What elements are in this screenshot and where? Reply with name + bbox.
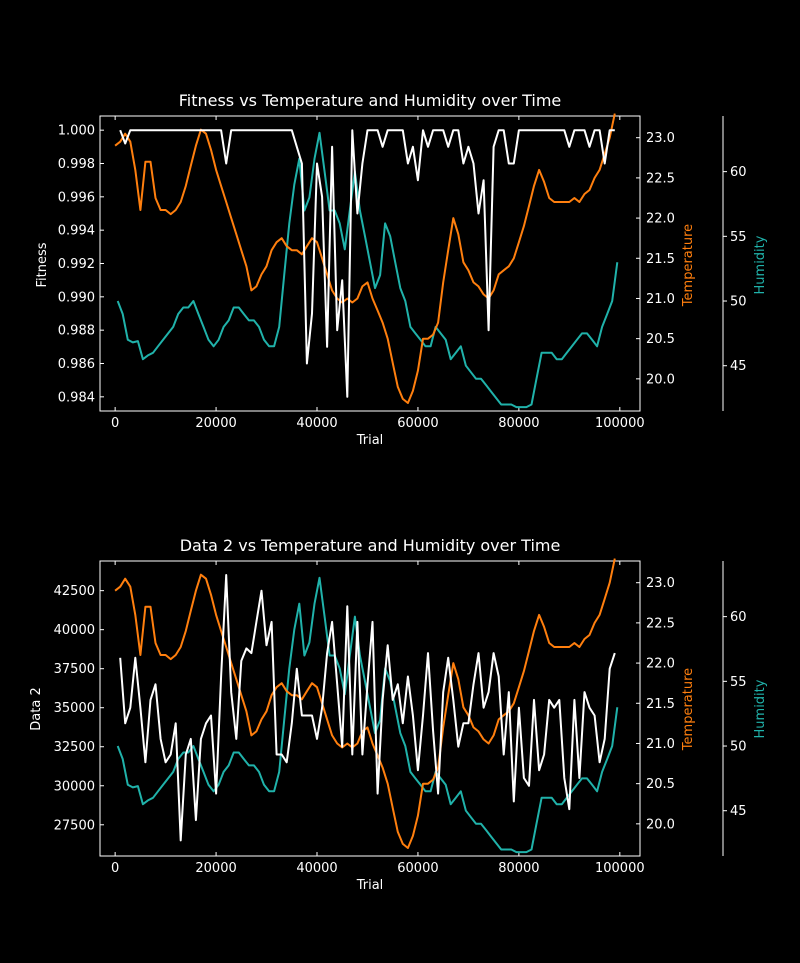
temperature-tick-label: 22.5	[646, 616, 675, 631]
humidity-tick-label: 60	[730, 610, 747, 625]
x-tick-label: 80000	[498, 416, 539, 431]
x-tick-label: 80000	[498, 861, 539, 876]
plot-frame	[99, 560, 641, 857]
temperature-axis-label: Temperature	[681, 224, 696, 307]
temperature-tick-label: 21.0	[646, 292, 675, 307]
y-tick-label: 40000	[54, 623, 95, 638]
x-tick-label: 60000	[397, 416, 438, 431]
temperature-tick-label: 21.5	[646, 697, 675, 712]
temperature-tick-label: 21.0	[646, 737, 675, 752]
humidity-tick-label: 45	[730, 359, 747, 374]
humidity-tick-label: 45	[730, 804, 747, 819]
y-axis-label: Data 2	[29, 687, 44, 730]
humidity-series-line	[116, 131, 619, 409]
temperature-tick-label: 20.0	[646, 817, 675, 832]
humidity-tick-label: 50	[730, 740, 747, 755]
x-tick-label: 40000	[296, 416, 337, 431]
y-tick-label: 0.996	[58, 190, 95, 205]
y-tick-label: 0.992	[58, 257, 95, 272]
temperature-tick-label: 20.0	[646, 372, 675, 387]
y-tick-label: 0.998	[58, 157, 95, 172]
x-tick-label: 20000	[195, 861, 236, 876]
humidity-series-line	[116, 576, 619, 854]
humidity-tick-label: 50	[730, 295, 747, 310]
x-tick-label: 0	[111, 416, 119, 431]
x-tick-label: 20000	[195, 416, 236, 431]
y-tick-label: 0.988	[58, 324, 95, 339]
fitness-chart-panel: Fitness vs Temperature and Humidity over…	[35, 91, 768, 448]
y-tick-label: 32500	[54, 740, 95, 755]
temperature-tick-label: 23.0	[646, 131, 675, 146]
humidity-tick-label: 55	[730, 675, 747, 690]
x-tick-label: 100000	[595, 861, 645, 876]
y-tick-label: 0.986	[58, 357, 95, 372]
temperature-tick-label: 21.5	[646, 252, 675, 267]
data-series-line	[119, 574, 616, 842]
x-axis-label: Trial	[356, 433, 384, 448]
y-tick-label: 42500	[54, 584, 95, 599]
humidity-tick-label: 60	[730, 165, 747, 180]
humidity-axis-label: Humidity	[753, 679, 768, 738]
chart-title: Data 2 vs Temperature and Humidity over …	[180, 536, 561, 555]
x-tick-label: 0	[111, 861, 119, 876]
x-tick-label: 100000	[595, 416, 645, 431]
chart-title: Fitness vs Temperature and Humidity over…	[179, 91, 562, 110]
y-tick-label: 0.994	[58, 224, 95, 239]
y-axis-label: Fitness	[35, 242, 50, 287]
humidity-tick-label: 55	[730, 230, 747, 245]
data2-chart-panel: Data 2 vs Temperature and Humidity over …	[29, 536, 768, 893]
temperature-tick-label: 22.0	[646, 657, 675, 672]
y-tick-label: 27500	[54, 818, 95, 833]
temperature-tick-label: 22.0	[646, 212, 675, 227]
y-tick-label: 35000	[54, 701, 95, 716]
x-tick-label: 60000	[397, 861, 438, 876]
temperature-tick-label: 20.5	[646, 777, 675, 792]
x-tick-label: 40000	[296, 861, 337, 876]
y-tick-label: 1.000	[58, 124, 95, 139]
temperature-series-line	[114, 113, 616, 404]
y-tick-label: 0.990	[58, 290, 95, 305]
y-tick-label: 0.984	[58, 390, 95, 405]
temperature-tick-label: 20.5	[646, 332, 675, 347]
temperature-axis-label: Temperature	[681, 668, 696, 751]
humidity-axis-label: Humidity	[753, 235, 768, 294]
x-axis-label: Trial	[356, 878, 384, 893]
data-series-line	[119, 129, 615, 398]
temperature-tick-label: 23.0	[646, 576, 675, 591]
y-tick-label: 37500	[54, 662, 95, 677]
temperature-tick-label: 22.5	[646, 171, 675, 186]
y-tick-label: 30000	[54, 779, 95, 794]
